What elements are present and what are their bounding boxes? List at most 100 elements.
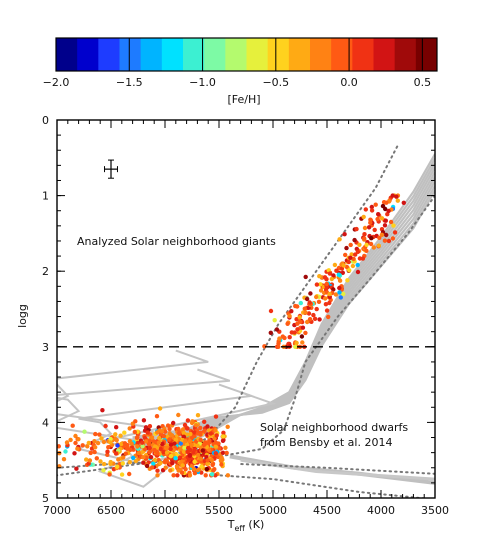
star-point <box>157 435 162 441</box>
star-point <box>142 435 148 441</box>
axes: 7000 6500 6000 5500 5000 4500 4000 3500 0 1 2 3 4 5 <box>42 114 449 517</box>
star-point <box>373 202 378 207</box>
colorbar-segment <box>246 38 269 71</box>
star-point <box>123 451 128 456</box>
star-point <box>368 217 373 222</box>
star-point <box>220 434 226 439</box>
star-point <box>394 194 399 199</box>
star-point <box>384 200 389 205</box>
star-point <box>303 330 308 336</box>
star-point <box>174 464 180 469</box>
star-point <box>154 449 160 455</box>
star-point <box>209 472 215 477</box>
star-point <box>366 225 372 230</box>
star-point <box>303 274 308 280</box>
star-point <box>93 445 98 450</box>
star-point <box>161 433 167 439</box>
star-point <box>384 232 389 238</box>
star-point <box>224 450 229 456</box>
star-point <box>115 443 120 448</box>
colorbar-tick-label: −1.5 <box>116 76 143 89</box>
star-point <box>213 414 219 419</box>
star-point <box>141 418 147 423</box>
star-point <box>214 433 219 438</box>
star-point <box>136 450 142 456</box>
star-point <box>170 460 175 466</box>
star-point <box>379 232 385 237</box>
star-point <box>322 296 328 301</box>
star-point <box>98 459 103 464</box>
star-point <box>190 419 195 424</box>
star-point <box>168 468 173 473</box>
star-point <box>300 340 305 345</box>
star-point <box>289 309 294 314</box>
star-point <box>364 242 369 247</box>
star-point <box>377 235 382 240</box>
colorbar-tick-label: −1.0 <box>189 76 216 89</box>
star-point <box>147 424 153 429</box>
star-point <box>119 441 124 447</box>
star-point <box>351 256 356 262</box>
star-point <box>173 456 178 461</box>
star-point <box>216 441 221 446</box>
star-point <box>331 287 336 292</box>
star-point <box>92 449 97 455</box>
star-point <box>337 285 342 291</box>
star-point <box>198 425 203 431</box>
star-point <box>182 445 187 450</box>
star-point <box>94 456 100 461</box>
star-point <box>293 303 298 309</box>
star-point <box>219 455 224 460</box>
star-point <box>289 330 294 335</box>
star-point <box>360 256 366 261</box>
star-point <box>375 216 380 222</box>
star-point <box>119 472 125 477</box>
star-point <box>149 435 155 440</box>
star-point <box>176 426 181 432</box>
star-point <box>357 242 362 247</box>
star-point <box>179 470 185 475</box>
star-point <box>156 440 162 445</box>
star-point <box>318 282 323 287</box>
star-point <box>163 465 168 470</box>
star-point <box>352 237 357 243</box>
star-point <box>107 472 112 477</box>
star-point <box>324 308 330 313</box>
star-point <box>369 208 375 213</box>
star-point <box>82 429 87 434</box>
star-point <box>203 473 208 478</box>
star-point <box>75 446 80 451</box>
star-point <box>388 219 394 225</box>
star-point <box>295 327 300 332</box>
star-point <box>164 459 170 464</box>
colorbar-segment <box>310 38 332 71</box>
star-point <box>189 435 195 440</box>
star-point <box>101 461 107 467</box>
star-point <box>361 214 366 220</box>
star-point <box>187 453 192 458</box>
star-point <box>349 252 354 257</box>
colorbar-tick-label: −2.0 <box>43 76 70 89</box>
star-point <box>164 450 170 455</box>
star-point <box>189 463 195 469</box>
star-point <box>382 223 388 228</box>
star-point <box>195 443 200 448</box>
star-point <box>213 451 218 456</box>
star-point <box>347 268 352 273</box>
star-point <box>348 255 353 260</box>
star-point <box>225 424 230 429</box>
star-point <box>171 473 176 478</box>
star-point <box>176 412 181 418</box>
star-point <box>195 431 201 436</box>
star-point <box>192 471 198 476</box>
star-point <box>165 423 171 428</box>
star-point <box>68 437 73 443</box>
y-tick-label: 3 <box>42 341 49 354</box>
star-point <box>333 292 339 297</box>
star-point <box>350 263 356 269</box>
star-point <box>302 306 307 311</box>
colorbar-segment <box>415 38 438 71</box>
star-point <box>340 270 345 275</box>
star-point <box>303 310 308 315</box>
star-point <box>64 440 70 445</box>
